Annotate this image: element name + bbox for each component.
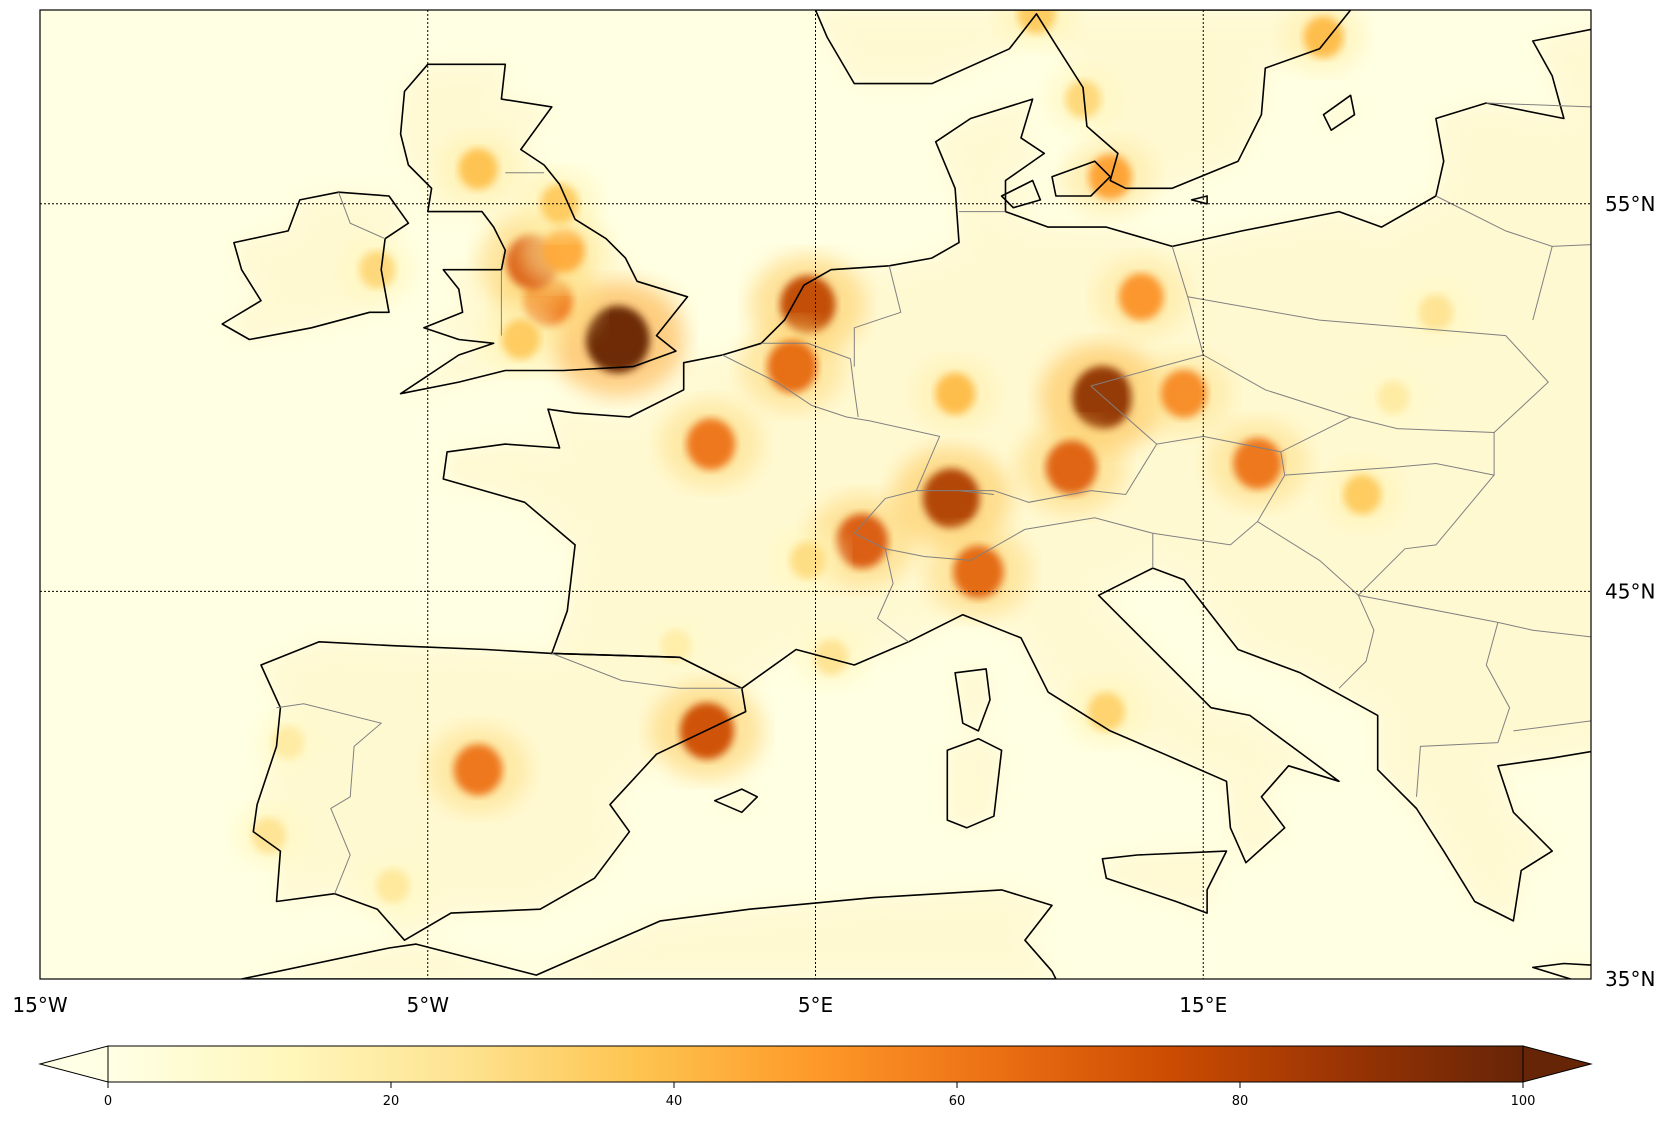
hotspot	[1045, 66, 1121, 132]
country-border	[761, 342, 859, 418]
country-border	[1435, 195, 1591, 247]
colorbar-tick-label: 0	[104, 1094, 112, 1109]
hotspot	[913, 357, 998, 430]
hotspot	[1281, 10, 1366, 74]
colorbar-tick-label: 100	[1511, 1094, 1536, 1109]
hotspot	[519, 169, 600, 238]
coastline-iberia	[252, 641, 747, 941]
hotspot	[1135, 352, 1233, 436]
hotspot	[891, 447, 1011, 550]
landmass-tint-gotland	[1323, 95, 1355, 131]
hotspot	[1017, 421, 1126, 514]
country-border	[853, 265, 902, 367]
lat-label: 45°N	[1605, 579, 1655, 603]
country-border	[1187, 296, 1550, 433]
coastline-bornholm	[1190, 195, 1208, 205]
coastlines	[221, 10, 1591, 979]
hotspot	[1067, 678, 1145, 745]
hotspot	[254, 713, 322, 772]
country-border	[958, 490, 994, 495]
landmass-tint-scandinavia	[815, 10, 1351, 189]
country-border	[276, 703, 383, 894]
coastline-crete	[1532, 962, 1591, 979]
land-concentration-tint	[222, 10, 1591, 979]
colorbar-extend-low	[38, 1045, 109, 1083]
hotspot	[739, 321, 845, 412]
hotspot	[426, 725, 530, 814]
hotspot	[550, 281, 685, 398]
country-border	[916, 443, 1158, 503]
colorbar-tick-label: 60	[949, 1094, 966, 1109]
lon-label: 15°E	[1179, 993, 1227, 1017]
country-border	[1257, 521, 1375, 689]
landmass-tint-ireland	[222, 192, 409, 340]
lon-label: 15°W	[12, 993, 67, 1017]
hotspot	[1359, 368, 1427, 427]
colorbar-ticks: 0 20 40 60 80 100	[104, 1082, 1536, 1109]
colorbar: 0 20 40 60 80 100	[38, 1045, 1593, 1109]
country-borders	[276, 102, 1591, 894]
lat-label: 35°N	[1605, 967, 1655, 991]
hotspot	[1206, 419, 1309, 508]
landmass-tint-north-africa	[241, 889, 1056, 979]
hotspot	[770, 528, 845, 593]
colorbar-gradient	[107, 1045, 1524, 1083]
country-border	[1486, 102, 1591, 108]
landmass-tint-crete	[1532, 963, 1591, 979]
country-border	[338, 192, 386, 240]
country-border	[551, 652, 742, 689]
hotspot	[339, 237, 416, 303]
country-border	[1497, 621, 1591, 638]
coastline-ireland	[221, 191, 410, 341]
country-border	[1513, 720, 1591, 732]
hotspot	[795, 626, 867, 688]
lat-label: 55°N	[1605, 192, 1655, 216]
hotspot	[233, 804, 305, 867]
landmass-tint-sardinia	[947, 738, 1002, 828]
coastline-gotland	[1322, 94, 1356, 131]
colorbar-tick-label: 40	[666, 1094, 683, 1109]
coastline-north-africa	[240, 889, 1057, 979]
hotspot	[436, 133, 520, 205]
country-border	[1532, 246, 1553, 321]
coastline-zealand	[1051, 160, 1111, 197]
colorbar-extend-high	[1522, 1045, 1593, 1083]
coastline-corsica	[954, 668, 991, 732]
landmass-tint-corsica	[955, 668, 990, 731]
landmass-tint-sicily	[1102, 851, 1227, 914]
hotspot	[480, 305, 561, 374]
map-frame	[39, 9, 1592, 980]
coastline-scandinavia	[814, 10, 1352, 190]
lon-label: 5°W	[407, 993, 450, 1017]
hotspot	[1400, 281, 1472, 343]
hotspot	[358, 856, 428, 916]
gridlines	[40, 10, 1591, 979]
colorbar-tick-label: 20	[383, 1094, 400, 1109]
colorbar-tick-label: 80	[1232, 1094, 1249, 1109]
lon-label: 5°E	[798, 993, 833, 1017]
landmass-tint-continent	[443, 29, 1591, 921]
hotspot	[659, 400, 763, 489]
coastline-mallorca	[713, 788, 759, 814]
hotspot-layer	[233, 10, 1472, 916]
coastline-sardinia	[946, 737, 1003, 829]
hotspot	[1322, 460, 1403, 529]
landmass-tint-bornholm	[1191, 196, 1208, 204]
longitude-labels: 15°W 5°W 5°E 15°E	[12, 993, 1227, 1017]
landmass-tint-funen	[1001, 180, 1041, 208]
latitude-labels: 55°N 45°N 35°N	[1605, 192, 1655, 991]
country-border	[1357, 474, 1511, 797]
coastline-continent	[442, 28, 1591, 922]
hotspot	[925, 526, 1032, 618]
coastline-great-britain	[399, 63, 689, 395]
hotspot	[1094, 256, 1189, 338]
map-panel	[40, 10, 1591, 979]
coastline-sicily	[1101, 850, 1228, 914]
hotspot	[643, 617, 709, 674]
